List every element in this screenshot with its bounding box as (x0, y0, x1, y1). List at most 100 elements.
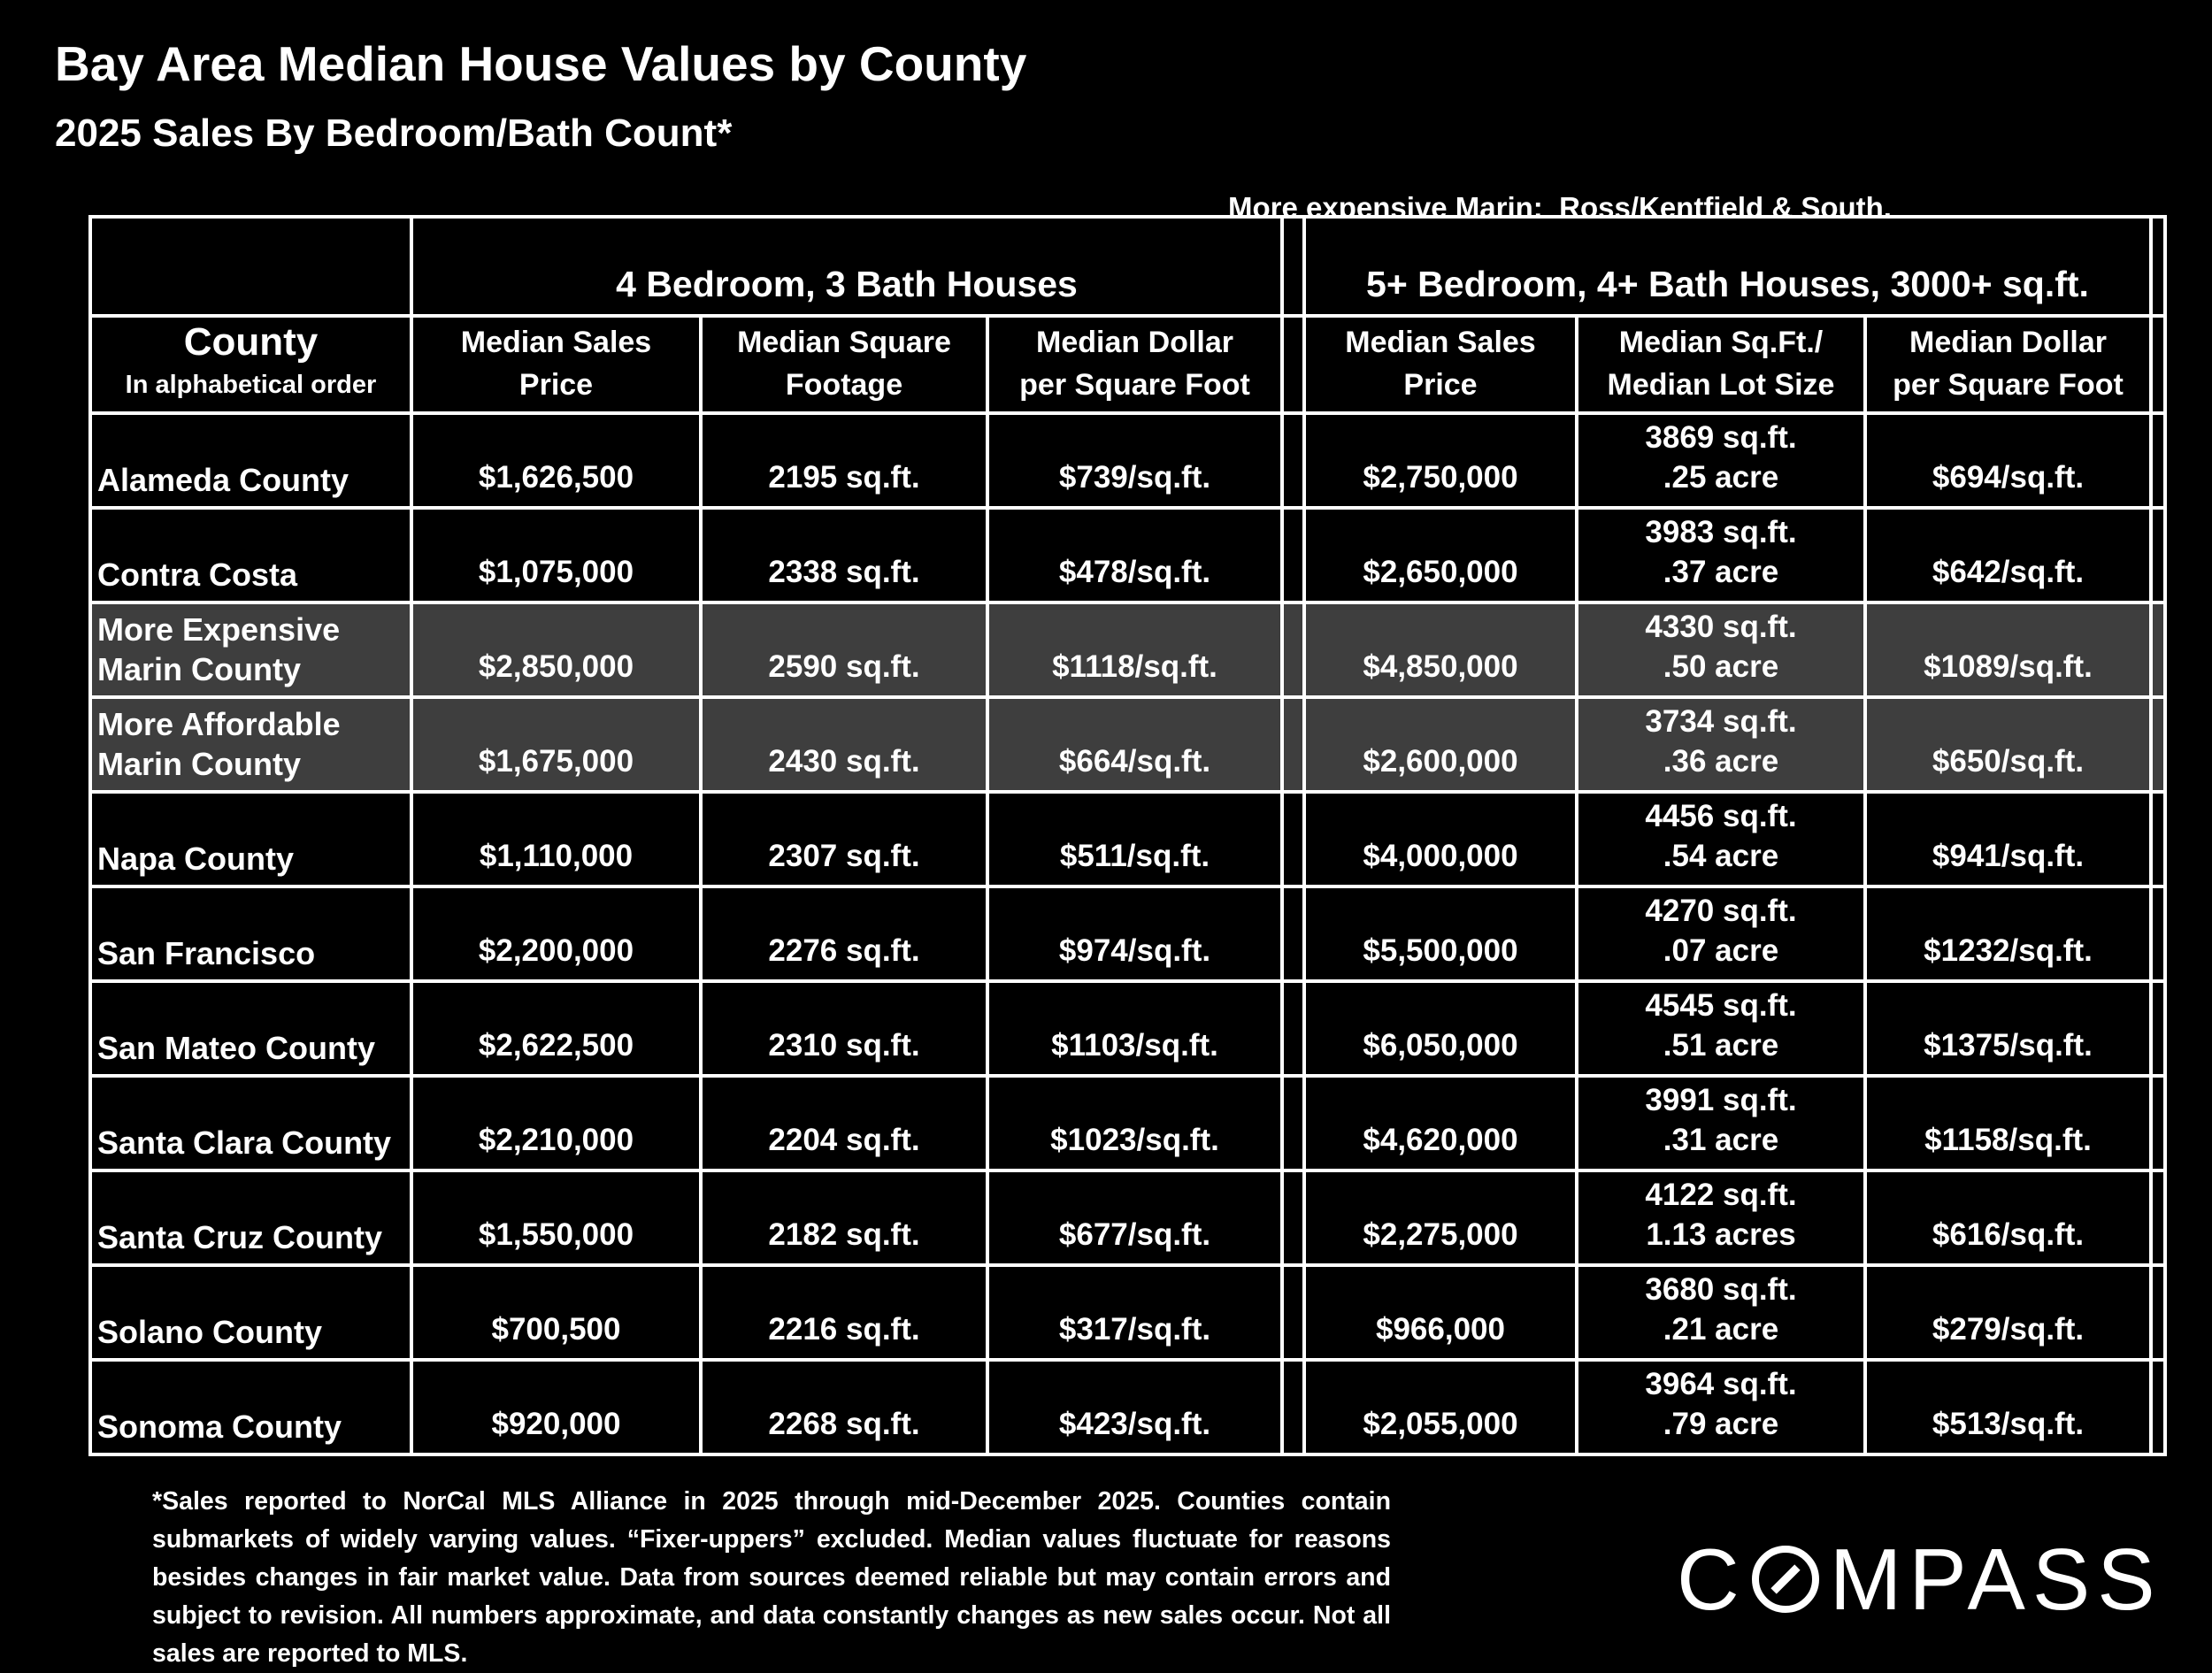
lot-acre: .50 acre (1663, 649, 1779, 684)
county-cell: More Affordable Marin County (88, 695, 413, 794)
median-values-table: 4 Bedroom, 3 Bath Houses 5+ Bedroom, 4+ … (88, 215, 2167, 1456)
county-subheader-label: In alphabetical order (125, 371, 377, 399)
lot-sqft: 4545 sq.ft. (1645, 988, 1797, 1023)
median-price-4bd-cell: $1,110,000 (410, 790, 703, 888)
county-name: Alameda County (97, 462, 349, 498)
lot-acre: 1.13 acres (1646, 1217, 1796, 1252)
median-price-4bd-cell: $1,626,500 (410, 411, 703, 510)
lot-acre: .25 acre (1663, 460, 1779, 495)
median-price-4bd-cell: $2,210,000 (410, 1074, 703, 1172)
spacer-cell (1280, 1169, 1306, 1267)
lot-size-cell: 4330 sq.ft. .50 acre (1575, 601, 1867, 699)
county-name: San Mateo County (97, 1030, 376, 1066)
col-header-median-sales-price-4bd: Median Sales Price (410, 314, 703, 415)
lot-size-cell: 3983 sq.ft. .37 acre (1575, 506, 1867, 604)
lot-sqft: 3869 sq.ft. (1645, 420, 1797, 455)
lot-acre: .36 acre (1663, 744, 1779, 779)
county-cell: Santa Clara County (88, 1074, 413, 1172)
spacer-cell (1280, 314, 1306, 415)
lot-acre: .31 acre (1663, 1123, 1779, 1157)
county-prefix: More Affordable (97, 706, 341, 742)
median-price-5bd-cell: $5,500,000 (1302, 885, 1578, 983)
median-sqft-4bd-cell: 2216 sq.ft. (699, 1263, 989, 1362)
compass-needle-icon (1770, 1564, 1801, 1594)
spacer-cell (1280, 506, 1306, 604)
county-prefix: More Expensive (97, 611, 341, 648)
lot-sqft: 3734 sq.ft. (1645, 704, 1797, 739)
ppsf-5bd-cell: $279/sq.ft. (1863, 1263, 2153, 1362)
spacer-cell (1280, 979, 1306, 1078)
column-header-row: County In alphabetical order Median Sale… (88, 314, 2167, 415)
lot-sqft: 3680 sq.ft. (1645, 1272, 1797, 1307)
ppsf-4bd-cell: $478/sq.ft. (986, 506, 1284, 604)
county-cell: Santa Cruz County (88, 1169, 413, 1267)
edge-cell (2149, 979, 2167, 1078)
lot-sqft: 4456 sq.ft. (1645, 799, 1797, 833)
lot-acre: .21 acre (1663, 1312, 1779, 1347)
ppsf-4bd-cell: $423/sq.ft. (986, 1358, 1284, 1456)
median-price-4bd-cell: $1,075,000 (410, 506, 703, 604)
ppsf-4bd-cell: $511/sq.ft. (986, 790, 1284, 888)
median-price-5bd-cell: $2,275,000 (1302, 1169, 1578, 1267)
lot-sqft: 4330 sq.ft. (1645, 610, 1797, 644)
lot-acre: .79 acre (1663, 1407, 1779, 1441)
lot-size-cell: 3964 sq.ft. .79 acre (1575, 1358, 1867, 1456)
ppsf-4bd-cell: $1103/sq.ft. (986, 979, 1284, 1078)
median-price-4bd-cell: $700,500 (410, 1263, 703, 1362)
spacer-cell (1280, 411, 1306, 510)
group-header-4bd-3ba: 4 Bedroom, 3 Bath Houses (410, 215, 1284, 318)
lot-size-cell: 3869 sq.ft. .25 acre (1575, 411, 1867, 510)
group-header-row: 4 Bedroom, 3 Bath Houses 5+ Bedroom, 4+ … (88, 215, 2167, 318)
edge-cell (2149, 601, 2167, 699)
lot-size-cell: 4456 sq.ft. .54 acre (1575, 790, 1867, 888)
spacer-cell (1280, 1358, 1306, 1456)
lot-acre: .07 acre (1663, 933, 1779, 968)
edge-cell (2149, 1358, 2167, 1456)
median-price-5bd-cell: $2,650,000 (1302, 506, 1578, 604)
lot-sqft: 3983 sq.ft. (1645, 515, 1797, 549)
ppsf-5bd-cell: $1232/sq.ft. (1863, 885, 2153, 983)
median-sqft-4bd-cell: 2307 sq.ft. (699, 790, 989, 888)
county-name: Santa Clara County (97, 1124, 392, 1161)
lot-sqft: 4122 sq.ft. (1645, 1178, 1797, 1212)
edge-cell (2149, 506, 2167, 604)
county-name: Santa Cruz County (97, 1219, 383, 1255)
spacer-cell (1280, 215, 1306, 318)
edge-cell (2149, 411, 2167, 510)
median-price-5bd-cell: $4,000,000 (1302, 790, 1578, 888)
median-price-4bd-cell: $920,000 (410, 1358, 703, 1456)
ppsf-5bd-cell: $616/sq.ft. (1863, 1169, 2153, 1267)
county-name: Contra Costa (97, 556, 298, 593)
edge-cell (2149, 215, 2167, 318)
lot-acre: .54 acre (1663, 839, 1779, 873)
edge-cell (2149, 1074, 2167, 1172)
ppsf-5bd-cell: $642/sq.ft. (1863, 506, 2153, 604)
table-row: More Expensive Marin County $2,850,000 2… (88, 601, 2167, 699)
ppsf-4bd-cell: $1023/sq.ft. (986, 1074, 1284, 1172)
compass-logo: C MPASS (1677, 1531, 2162, 1628)
col-header-median-dollar-psf-5bd: Median Dollar per Square Foot (1863, 314, 2153, 415)
page-subtitle: 2025 Sales By Bedroom/Bath Count* (55, 111, 733, 155)
ppsf-4bd-cell: $317/sq.ft. (986, 1263, 1284, 1362)
median-price-5bd-cell: $2,055,000 (1302, 1358, 1578, 1456)
table-row: San Mateo County $2,622,500 2310 sq.ft. … (88, 979, 2167, 1078)
lot-size-cell: 4545 sq.ft. .51 acre (1575, 979, 1867, 1078)
ppsf-5bd-cell: $694/sq.ft. (1863, 411, 2153, 510)
ppsf-5bd-cell: $941/sq.ft. (1863, 790, 2153, 888)
county-cell: More Expensive Marin County (88, 601, 413, 699)
county-cell: Napa County (88, 790, 413, 888)
ppsf-4bd-cell: $739/sq.ft. (986, 411, 1284, 510)
table-row: More Affordable Marin County $1,675,000 … (88, 695, 2167, 794)
spacer-cell (1280, 1263, 1306, 1362)
spacer-cell (1280, 1074, 1306, 1172)
table-row: San Francisco $2,200,000 2276 sq.ft. $97… (88, 885, 2167, 983)
county-cell: Solano County (88, 1263, 413, 1362)
table-row: Alameda County $1,626,500 2195 sq.ft. $7… (88, 411, 2167, 510)
county-name: Napa County (97, 840, 295, 877)
group-header-5bd-4ba: 5+ Bedroom, 4+ Bath Houses, 3000+ sq.ft. (1302, 215, 2153, 318)
corner-cell (88, 215, 413, 318)
median-price-5bd-cell: $6,050,000 (1302, 979, 1578, 1078)
county-name: Sonoma County (97, 1408, 342, 1445)
median-price-5bd-cell: $2,750,000 (1302, 411, 1578, 510)
